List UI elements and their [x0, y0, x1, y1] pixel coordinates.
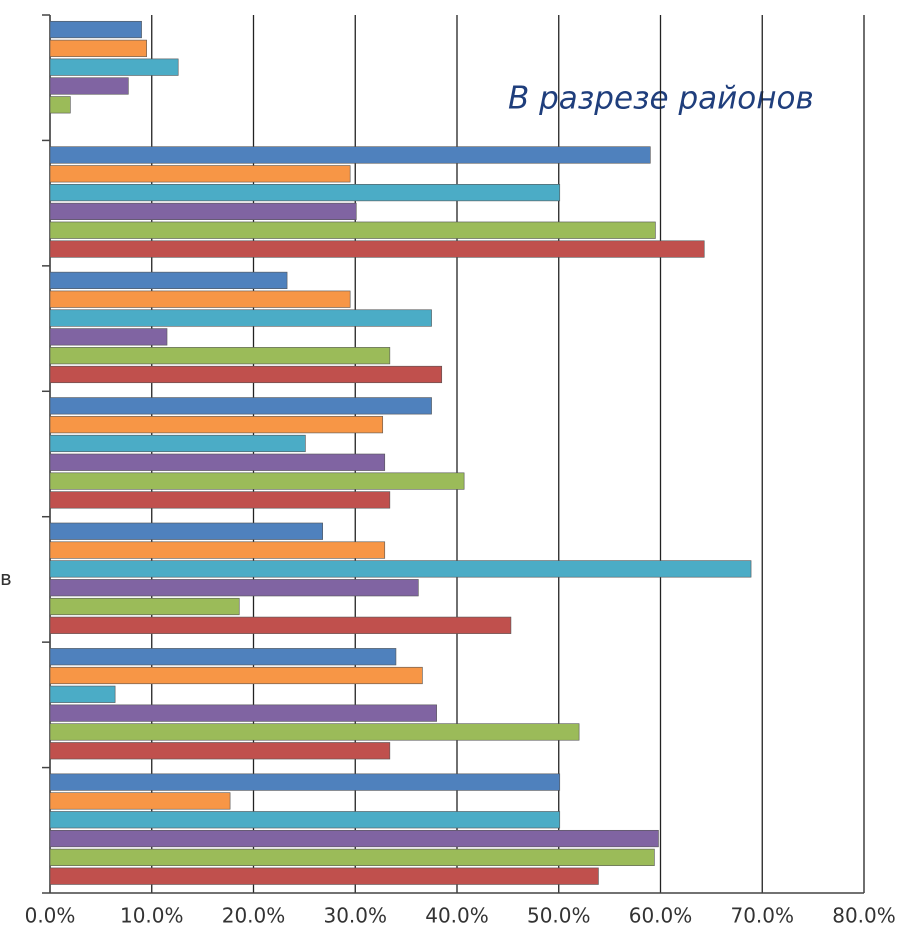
bar: [49, 453, 386, 471]
y-tick-label: в: [0, 566, 12, 590]
bar: [49, 597, 240, 616]
x-tick-label: 80.0%: [832, 904, 896, 928]
bar: [49, 347, 391, 365]
x-tick-label: 20.0%: [222, 904, 286, 928]
bar: [49, 704, 437, 722]
bar: [49, 184, 561, 202]
bar: [49, 579, 419, 597]
bar: [49, 202, 357, 220]
bar: [49, 416, 384, 434]
bar: [49, 146, 651, 164]
x-tick-label: 30.0%: [323, 904, 387, 928]
bar: [49, 434, 306, 453]
bar: [49, 491, 391, 509]
bar: [49, 271, 288, 289]
x-tick-label: 40.0%: [425, 904, 489, 928]
bar: [49, 648, 397, 666]
x-tick-label: 70.0%: [730, 904, 794, 928]
bar: [49, 829, 659, 848]
bar: [49, 560, 752, 578]
bar: [49, 541, 386, 559]
bar: [49, 365, 443, 384]
bar: [49, 666, 423, 685]
bar: [49, 39, 147, 57]
bar: [49, 867, 599, 885]
bar: [49, 240, 705, 258]
bar: [49, 328, 168, 346]
x-tick-label: 0.0%: [25, 904, 76, 928]
bar: [49, 522, 323, 540]
bar: [49, 77, 129, 95]
bar: [49, 221, 656, 239]
bar: [49, 685, 116, 703]
x-tick-label: 50.0%: [527, 904, 591, 928]
bar: [49, 792, 231, 810]
x-tick-label: 10.0%: [120, 904, 184, 928]
bar: [49, 58, 179, 76]
bar: [49, 290, 351, 308]
bar: [49, 616, 512, 634]
bar: [49, 773, 561, 791]
bar: [49, 472, 465, 490]
x-tick-label: 60.0%: [629, 904, 693, 928]
bar: [49, 20, 142, 39]
bar: [49, 96, 71, 114]
bar: [49, 848, 655, 866]
bar: [49, 742, 391, 760]
bar: [49, 309, 432, 327]
bar: [49, 811, 561, 829]
bar: [49, 397, 432, 415]
bar: [49, 723, 580, 741]
bar: [49, 165, 351, 183]
